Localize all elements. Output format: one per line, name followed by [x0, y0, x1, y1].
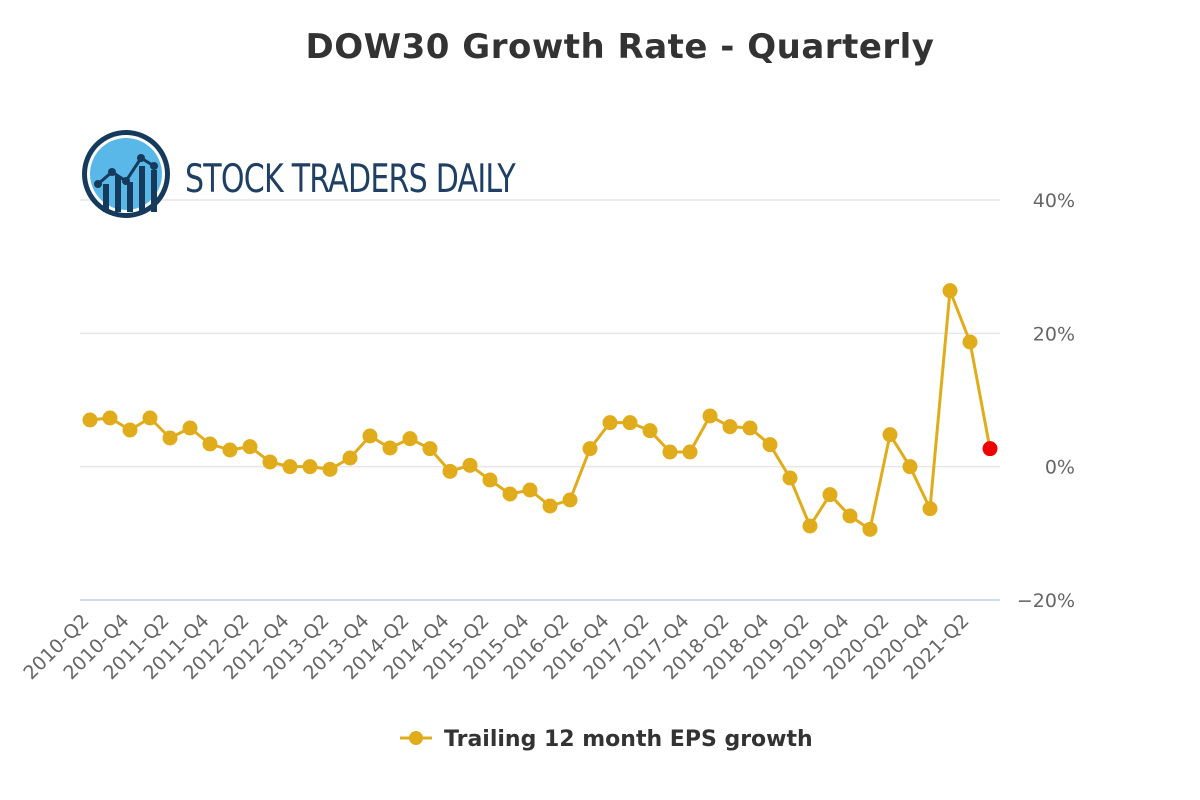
data-point-latest: [982, 441, 998, 457]
data-point: [962, 334, 978, 350]
data-point: [522, 482, 538, 498]
data-point: [482, 472, 498, 488]
grid: [80, 199, 1000, 601]
x-axis: 2010-Q22010-Q42011-Q22011-Q42012-Q22012-…: [19, 610, 973, 684]
data-point: [702, 408, 718, 424]
stock-traders-daily-logo: [82, 130, 170, 218]
data-point: [782, 470, 798, 486]
data-point: [802, 518, 818, 534]
legend-symbol-dot: [409, 731, 423, 745]
series-trailing-eps-growth: [82, 283, 998, 537]
data-point: [402, 431, 418, 447]
logo-dot: [137, 154, 145, 162]
y-tick-label: 0%: [1045, 457, 1075, 479]
data-point: [302, 459, 318, 475]
data-point: [462, 457, 478, 473]
y-axis: −20% 0% 20% 40%: [1017, 190, 1075, 612]
chart-title: DOW30 Growth Rate - Quarterly: [306, 27, 935, 67]
data-point: [542, 498, 558, 514]
y-tick-label: −20%: [1017, 590, 1075, 612]
data-point: [262, 454, 278, 470]
data-point: [242, 439, 258, 455]
data-point: [382, 440, 398, 456]
data-point: [102, 410, 118, 426]
data-point: [662, 444, 678, 460]
data-point: [842, 508, 858, 524]
data-point: [642, 423, 658, 439]
data-point: [862, 521, 878, 537]
data-point: [122, 422, 138, 438]
data-point: [562, 492, 578, 508]
data-point: [742, 420, 758, 436]
legend-label: Trailing 12 month EPS growth: [444, 727, 813, 752]
brand-name: STOCK TRADERS DAILY: [185, 157, 516, 202]
logo-dot: [150, 162, 158, 170]
data-point: [202, 436, 218, 452]
data-point: [502, 486, 518, 502]
data-point: [822, 487, 838, 503]
logo-bar: [115, 176, 121, 212]
data-point: [582, 441, 598, 457]
data-point: [282, 459, 298, 475]
data-point: [602, 415, 618, 431]
data-point: [322, 461, 338, 477]
data-point: [342, 450, 358, 466]
data-point: [162, 430, 178, 446]
y-tick-label: 20%: [1033, 323, 1075, 345]
data-point: [902, 459, 918, 475]
data-point: [882, 427, 898, 443]
logo-dot: [108, 168, 116, 176]
data-point: [722, 419, 738, 435]
data-point: [222, 442, 238, 458]
logo-dot: [94, 180, 102, 188]
data-point: [442, 463, 458, 479]
data-point: [682, 444, 698, 460]
data-point: [942, 283, 958, 299]
logo-dot: [122, 177, 130, 185]
data-point: [762, 437, 778, 453]
data-point: [422, 441, 438, 457]
series-line: [89, 289, 992, 531]
data-point: [922, 501, 938, 517]
legend: Trailing 12 month EPS growth: [400, 727, 813, 752]
data-point: [362, 428, 378, 444]
y-tick-label: 40%: [1033, 190, 1075, 212]
logo-bar: [103, 184, 109, 212]
data-point: [622, 415, 638, 431]
logo-bar: [151, 170, 157, 212]
logo-bar: [127, 182, 133, 212]
data-point: [142, 410, 158, 426]
data-point: [182, 420, 198, 436]
logo-bar: [139, 166, 145, 212]
data-point: [82, 412, 98, 428]
